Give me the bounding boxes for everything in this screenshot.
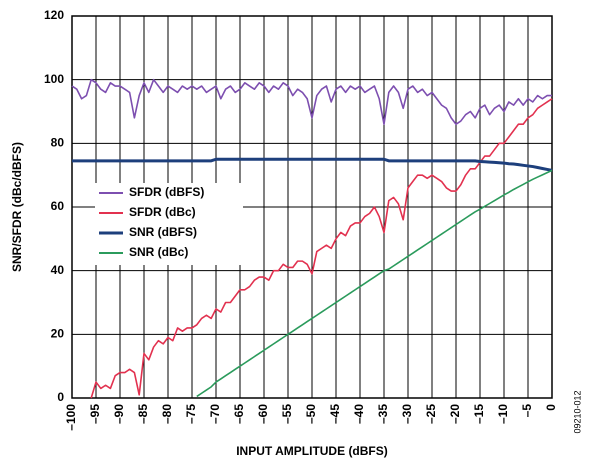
series-line [71, 78, 552, 126]
legend-label: SFDR (dBc) [129, 205, 196, 219]
x-tick-label: –70 [208, 404, 222, 424]
legend-label: SNR (dBc) [129, 245, 188, 259]
x-tick-label: –40 [352, 404, 366, 424]
x-tick-label: –5 [520, 404, 534, 418]
series-line [90, 98, 553, 399]
x-tick-label: –75 [184, 404, 198, 424]
legend-label: SNR (dBFS) [129, 225, 197, 239]
y-tick-label: 80 [51, 136, 65, 150]
legend-box [95, 183, 243, 265]
y-tick-label: 120 [44, 8, 64, 22]
x-tick-label: –45 [328, 404, 342, 424]
x-tick-label: –35 [376, 404, 390, 424]
y-tick-label: 40 [51, 263, 65, 277]
x-tick-label: 0 [544, 404, 558, 411]
y-tick-label: 0 [57, 390, 64, 404]
series-line [196, 169, 553, 398]
legend-label: SFDR (dBFS) [129, 185, 204, 199]
x-tick-label: –90 [112, 404, 126, 424]
x-tick-label: –65 [232, 404, 246, 424]
y-tick-label: 100 [44, 72, 64, 86]
series-line [72, 157, 553, 172]
y-tick-label: 60 [51, 199, 65, 213]
x-tick-label: –10 [496, 404, 510, 424]
x-tick-label: –60 [256, 404, 270, 424]
x-tick-label: –25 [424, 404, 438, 424]
y-axis-label: SNR/SFDR (dBc/dBFS) [10, 142, 24, 272]
x-tick-label: –85 [136, 404, 150, 424]
x-tick-label: –20 [448, 404, 462, 424]
plot-frame [71, 15, 553, 399]
y-tick-label: 20 [51, 327, 65, 341]
x-axis-label: INPUT AMPLITUDE (dBFS) [236, 444, 388, 458]
x-tick-label: –30 [400, 404, 414, 424]
x-tick-label: –100 [64, 404, 78, 431]
x-tick-label: –80 [160, 404, 174, 424]
x-tick-label: –50 [304, 404, 318, 424]
figure-id: 09210-012 [572, 390, 582, 433]
x-tick-label: –15 [472, 404, 486, 424]
x-tick-label: –55 [280, 404, 294, 424]
x-tick-label: –95 [88, 404, 102, 424]
